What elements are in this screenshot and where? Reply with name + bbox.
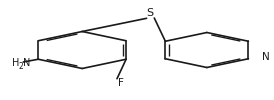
Text: 2: 2 xyxy=(18,62,23,71)
Text: N: N xyxy=(23,58,30,68)
Text: N: N xyxy=(262,52,269,62)
Text: H: H xyxy=(12,58,20,68)
Text: F: F xyxy=(118,78,124,88)
Text: S: S xyxy=(147,8,154,18)
